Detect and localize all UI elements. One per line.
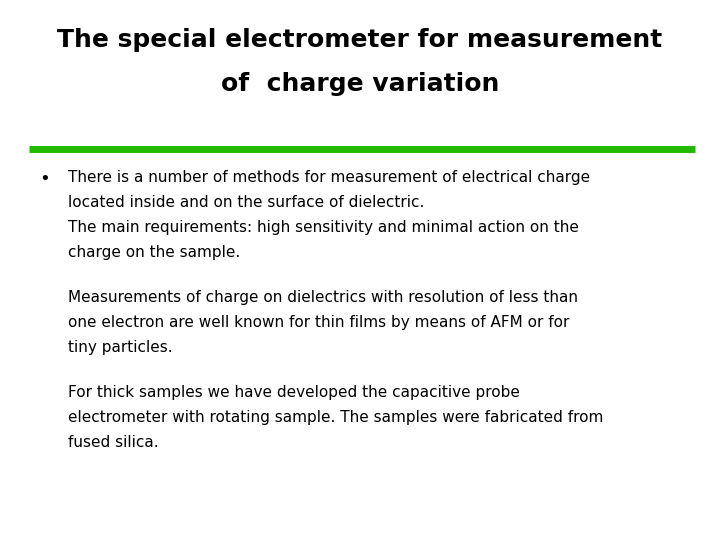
Text: For thick samples we have developed the capacitive probe: For thick samples we have developed the … bbox=[68, 385, 521, 400]
Text: fused silica.: fused silica. bbox=[68, 435, 159, 450]
Text: charge on the sample.: charge on the sample. bbox=[68, 245, 240, 260]
Text: The special electrometer for measurement: The special electrometer for measurement bbox=[58, 29, 662, 52]
Text: located inside and on the surface of dielectric.: located inside and on the surface of die… bbox=[68, 195, 425, 210]
Text: The main requirements: high sensitivity and minimal action on the: The main requirements: high sensitivity … bbox=[68, 220, 580, 235]
Text: Measurements of charge on dielectrics with resolution of less than: Measurements of charge on dielectrics wi… bbox=[68, 290, 578, 305]
Text: There is a number of methods for measurement of electrical charge: There is a number of methods for measure… bbox=[68, 170, 590, 185]
Text: tiny particles.: tiny particles. bbox=[68, 340, 173, 355]
Text: •: • bbox=[40, 170, 50, 188]
Text: electrometer with rotating sample. The samples were fabricated from: electrometer with rotating sample. The s… bbox=[68, 410, 604, 425]
Text: of  charge variation: of charge variation bbox=[221, 72, 499, 96]
Text: one electron are well known for thin films by means of AFM or for: one electron are well known for thin fil… bbox=[68, 315, 570, 330]
